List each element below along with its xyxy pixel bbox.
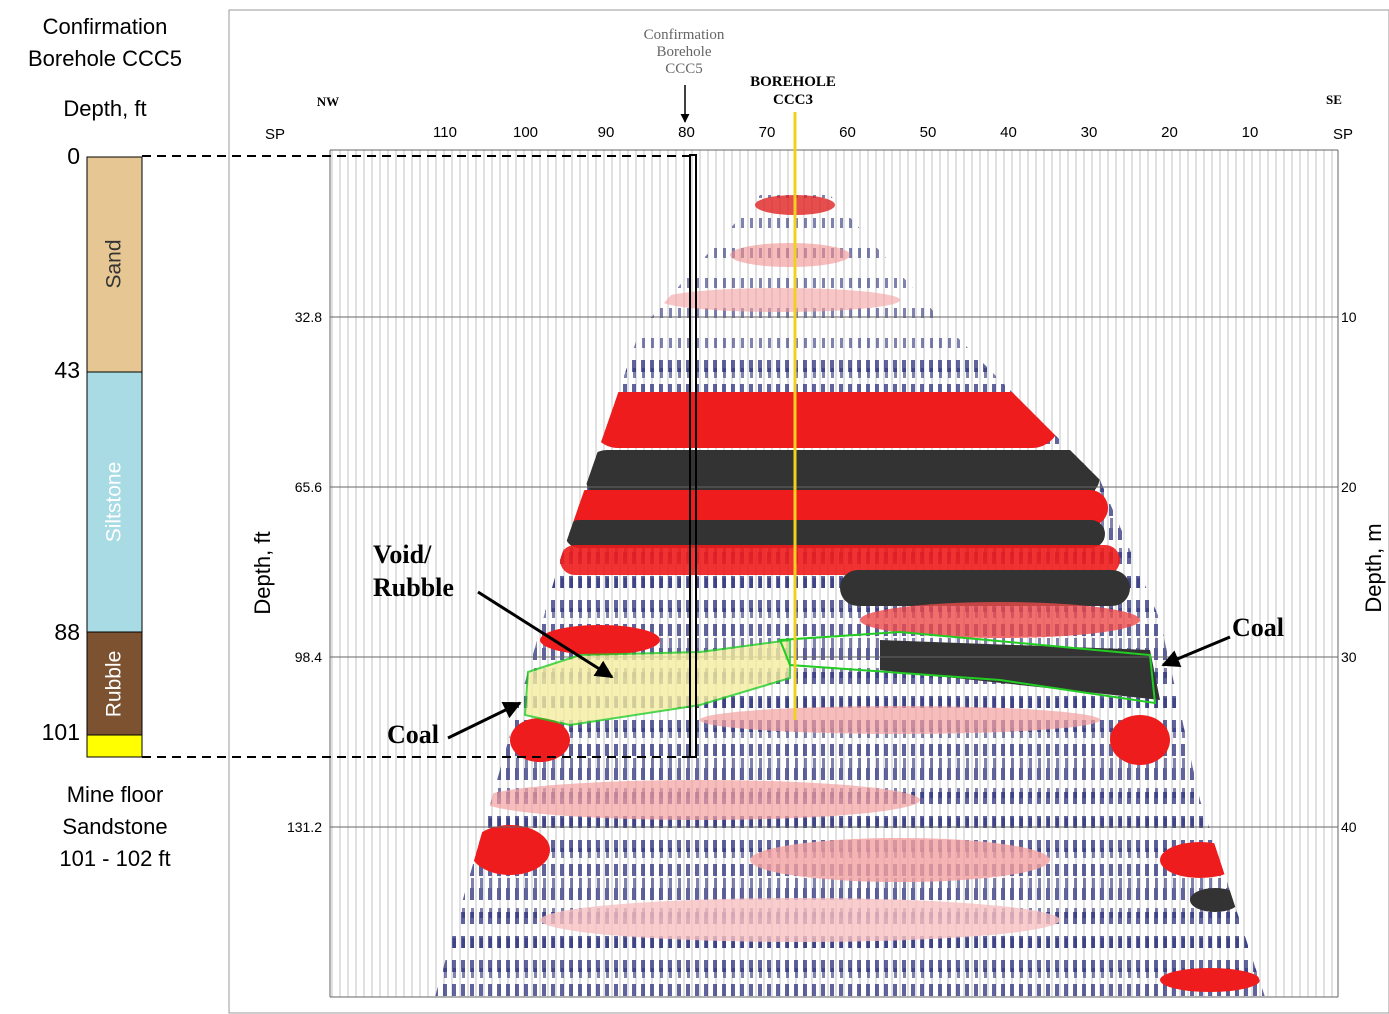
log-note: 101 - 102 ft (59, 846, 170, 871)
sp-label: SP (265, 126, 285, 143)
confirmation-label: Borehole (657, 44, 712, 60)
figure: ConfirmationBorehole CCC5Depth, ft043881… (0, 0, 1389, 1014)
y-axis-label: Depth, ft (250, 531, 275, 614)
void-label: Rubble (373, 573, 454, 602)
sp-tick-label: 20 (1161, 124, 1178, 141)
borehole-label: BOREHOLE (750, 74, 836, 90)
log-axis-label: Depth, ft (63, 96, 146, 121)
confirmation-label: Confirmation (644, 27, 725, 43)
sp-tick-label: 50 (920, 124, 937, 141)
depth-label: 43 (54, 357, 80, 383)
depth-ft-tick-label: 32.8 (295, 309, 322, 325)
coal-label: Coal (387, 720, 439, 749)
coal-label: Coal (1232, 613, 1284, 642)
depth-label: 0 (67, 143, 80, 169)
layer-label: Siltstone (103, 462, 126, 543)
depth-m-tick-label: 20 (1341, 479, 1357, 495)
sp-tick-label: 10 (1242, 124, 1259, 141)
sp-tick-label: 60 (839, 124, 856, 141)
sp-tick-label: 100 (513, 124, 538, 141)
depth-m-tick-label: 10 (1341, 309, 1357, 325)
depth-m-tick-label: 40 (1341, 819, 1357, 835)
depth-label: 101 (42, 719, 80, 745)
layer-label: Rubble (103, 651, 126, 718)
depth-m-tick-label: 30 (1341, 649, 1357, 665)
void-label: Void/ (373, 540, 432, 569)
end-label: NW (317, 94, 339, 109)
log-note: Mine floor (67, 782, 164, 807)
depth-label: 88 (54, 619, 80, 645)
y-axis-label: Depth, m (1361, 523, 1386, 612)
depth-ft-tick-label: 131.2 (287, 819, 322, 835)
sp-tick-label: 70 (759, 124, 776, 141)
sp-tick-label: 80 (678, 124, 695, 141)
depth-ft-tick-label: 98.4 (295, 649, 322, 665)
confirmation-label: CCC5 (665, 61, 703, 77)
sp-tick-label: 30 (1081, 124, 1098, 141)
end-label: SE (1326, 92, 1342, 107)
layer-label: Sand (103, 239, 126, 288)
log-title: Confirmation (43, 14, 168, 39)
log-title: Borehole CCC5 (28, 46, 182, 71)
depth-ft-tick-label: 65.6 (295, 479, 322, 495)
sp-tick-label: 40 (1000, 124, 1017, 141)
sp-label: SP (1333, 126, 1353, 143)
sp-tick-label: 90 (598, 124, 615, 141)
borehole-label: CCC3 (773, 92, 813, 108)
sp-tick-label: 110 (433, 124, 457, 141)
log-note: Sandstone (62, 814, 167, 839)
sandstone-layer (87, 735, 142, 757)
